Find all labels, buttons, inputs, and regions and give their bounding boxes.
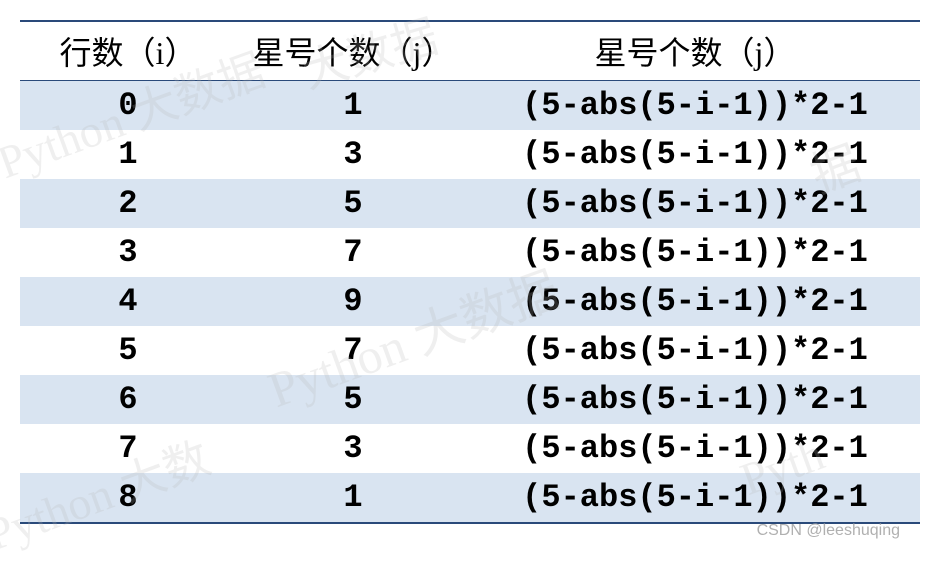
- cell-i: 8: [20, 473, 236, 522]
- col-header-j1: 星号个数（j）: [236, 22, 470, 81]
- cell-i: 0: [20, 81, 236, 131]
- cell-i: 7: [20, 424, 236, 473]
- cell-j: 7: [236, 228, 470, 277]
- cell-formula: (5-abs(5-i-1))*2-1: [470, 473, 920, 522]
- credit-text: CSDN @leeshuqing: [757, 522, 900, 540]
- cell-i: 1: [20, 130, 236, 179]
- data-table: 行数（i） 星号个数（j） 星号个数（j） 01(5-abs(5-i-1))*2…: [20, 20, 920, 524]
- cell-formula: (5-abs(5-i-1))*2-1: [470, 326, 920, 375]
- cell-j: 1: [236, 473, 470, 522]
- table-row: 13(5-abs(5-i-1))*2-1: [20, 130, 920, 179]
- table: 行数（i） 星号个数（j） 星号个数（j） 01(5-abs(5-i-1))*2…: [20, 22, 920, 522]
- cell-i: 4: [20, 277, 236, 326]
- cell-j: 9: [236, 277, 470, 326]
- cell-i: 3: [20, 228, 236, 277]
- cell-formula: (5-abs(5-i-1))*2-1: [470, 179, 920, 228]
- cell-formula: (5-abs(5-i-1))*2-1: [470, 228, 920, 277]
- table-row: 25(5-abs(5-i-1))*2-1: [20, 179, 920, 228]
- cell-j: 5: [236, 375, 470, 424]
- table-row: 49(5-abs(5-i-1))*2-1: [20, 277, 920, 326]
- table-row: 81(5-abs(5-i-1))*2-1: [20, 473, 920, 522]
- table-row: 57(5-abs(5-i-1))*2-1: [20, 326, 920, 375]
- table-row: 01(5-abs(5-i-1))*2-1: [20, 81, 920, 131]
- col-header-i: 行数（i）: [20, 22, 236, 81]
- cell-i: 2: [20, 179, 236, 228]
- cell-i: 5: [20, 326, 236, 375]
- cell-j: 3: [236, 424, 470, 473]
- cell-i: 6: [20, 375, 236, 424]
- cell-j: 1: [236, 81, 470, 131]
- cell-j: 5: [236, 179, 470, 228]
- cell-formula: (5-abs(5-i-1))*2-1: [470, 81, 920, 131]
- cell-j: 3: [236, 130, 470, 179]
- col-header-j2: 星号个数（j）: [470, 22, 920, 81]
- cell-formula: (5-abs(5-i-1))*2-1: [470, 277, 920, 326]
- cell-j: 7: [236, 326, 470, 375]
- table-row: 65(5-abs(5-i-1))*2-1: [20, 375, 920, 424]
- cell-formula: (5-abs(5-i-1))*2-1: [470, 130, 920, 179]
- cell-formula: (5-abs(5-i-1))*2-1: [470, 375, 920, 424]
- table-row: 73(5-abs(5-i-1))*2-1: [20, 424, 920, 473]
- table-row: 37(5-abs(5-i-1))*2-1: [20, 228, 920, 277]
- cell-formula: (5-abs(5-i-1))*2-1: [470, 424, 920, 473]
- table-header-row: 行数（i） 星号个数（j） 星号个数（j）: [20, 22, 920, 81]
